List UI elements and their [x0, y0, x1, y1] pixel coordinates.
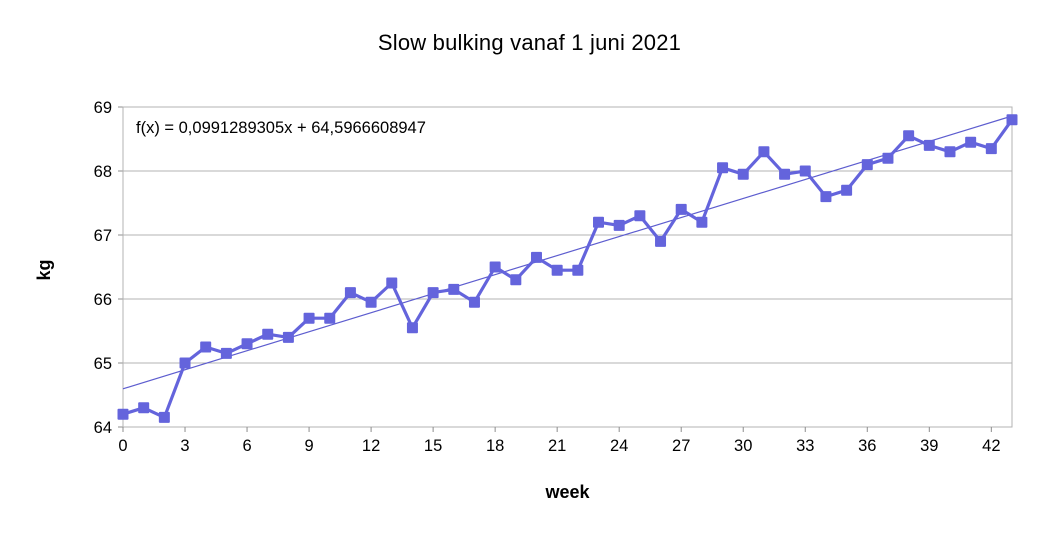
data-point-marker	[468, 296, 480, 308]
data-point-marker	[655, 235, 667, 247]
y-tick-label: 67	[94, 227, 112, 245]
data-point-marker	[717, 162, 729, 174]
x-tick-label: 0	[118, 437, 127, 455]
data-point-marker	[117, 408, 129, 420]
x-tick-label: 18	[486, 437, 504, 455]
x-tick-label: 9	[304, 437, 313, 455]
data-point-marker	[241, 338, 253, 350]
data-point-marker	[944, 146, 956, 158]
data-point-marker	[179, 357, 191, 369]
data-point-marker	[324, 312, 336, 324]
data-point-marker	[861, 159, 873, 171]
data-point-marker	[158, 411, 170, 423]
x-axis-title: week	[545, 482, 590, 502]
data-point-marker	[572, 264, 584, 276]
data-point-marker	[448, 283, 460, 295]
data-point-marker	[303, 312, 315, 324]
data-point-marker	[737, 168, 749, 180]
data-point-marker	[758, 146, 770, 158]
plot-border	[122, 106, 1013, 428]
data-point-marker	[489, 261, 501, 273]
x-tick-label: 39	[920, 437, 938, 455]
x-tick-label: 21	[548, 437, 566, 455]
trend-line	[122, 115, 1013, 390]
data-point-marker	[593, 216, 605, 228]
data-point-marker	[696, 216, 708, 228]
data-point-marker	[427, 287, 439, 299]
y-tick-label: 65	[94, 355, 112, 373]
data-point-marker	[530, 251, 542, 263]
data-point-marker	[779, 168, 791, 180]
data-point-marker	[985, 143, 997, 155]
series-line	[121, 118, 1014, 419]
x-tick-label: 15	[424, 437, 442, 455]
data-point-marker	[841, 184, 853, 196]
y-tick-label: 68	[94, 163, 112, 181]
data-point-marker	[344, 287, 356, 299]
data-point-marker	[262, 328, 274, 340]
y-tick-label: 66	[94, 291, 112, 309]
data-point-marker	[923, 139, 935, 151]
x-tick-label: 30	[734, 437, 752, 455]
x-tick-label: 24	[610, 437, 628, 455]
x-tick-label: 3	[180, 437, 189, 455]
y-tick-label: 69	[94, 99, 112, 117]
y-tick-label: 64	[94, 419, 112, 437]
data-point-marker	[903, 130, 915, 142]
data-point-marker	[613, 219, 625, 231]
trendline-formula-label: f(x) = 0,0991289305x + 64,5966608947	[136, 119, 426, 137]
x-tick-label: 12	[362, 437, 380, 455]
data-point-marker	[675, 203, 687, 215]
data-point-marker	[406, 322, 418, 334]
data-point-marker	[220, 347, 232, 359]
data-point-marker	[138, 402, 150, 414]
data-point-marker	[1006, 114, 1018, 126]
x-tick-label: 27	[672, 437, 690, 455]
data-point-marker	[386, 277, 398, 289]
data-point-marker	[799, 165, 811, 177]
data-point-marker	[551, 264, 563, 276]
x-tick-label: 33	[796, 437, 814, 455]
x-tick-label: 6	[242, 437, 251, 455]
data-point-marker	[365, 296, 377, 308]
x-tick-label: 36	[858, 437, 876, 455]
chart-title: Slow bulking vanaf 1 juni 2021	[377, 30, 682, 55]
data-point-marker	[882, 152, 894, 164]
data-point-marker	[820, 191, 832, 203]
data-point-marker	[965, 136, 977, 148]
x-tick-label: 42	[982, 437, 1000, 455]
data-point-marker	[634, 210, 646, 222]
data-point-marker	[282, 331, 294, 343]
data-point-marker	[200, 341, 212, 353]
data-point-marker	[510, 274, 522, 286]
